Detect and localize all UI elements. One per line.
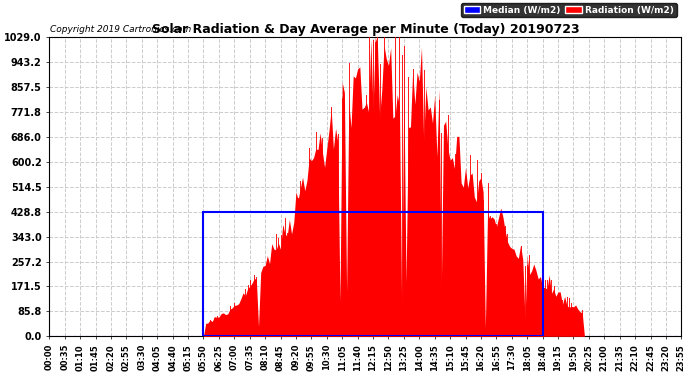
- Bar: [204, 211, 542, 336]
- Text: Copyright 2019 Cartronics.com: Copyright 2019 Cartronics.com: [50, 25, 191, 34]
- Legend: Median (W/m2), Radiation (W/m2): Median (W/m2), Radiation (W/m2): [461, 3, 677, 17]
- Title: Solar Radiation & Day Average per Minute (Today) 20190723: Solar Radiation & Day Average per Minute…: [152, 23, 579, 36]
